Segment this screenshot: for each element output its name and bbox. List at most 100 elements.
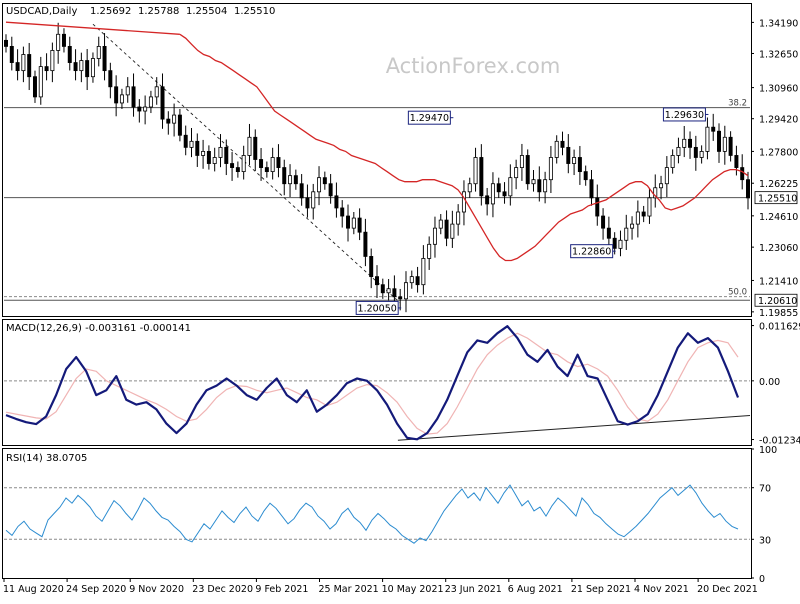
candle-body [746,179,750,199]
candle-body [9,46,14,63]
candle-body [560,140,565,148]
level-value-box [754,191,798,205]
x-tick-label: 21 Sep 2021 [571,584,631,595]
candle-body [143,106,148,112]
macd-y-axis: 0.011629 0.00 -0.012348 [751,322,800,447]
candle-body [456,211,461,225]
candle-body [328,183,333,197]
candle-body [340,207,345,217]
candle-body [467,183,472,193]
candle-body [572,157,577,164]
candle-body [606,227,611,239]
macd-panel-frame [2,319,752,446]
candle-body [172,114,177,124]
candlestick-series [4,22,750,313]
candle-body [688,138,693,148]
rsi-series [5,484,739,544]
price-y-tick-label: 1.32650 [759,49,798,60]
candle-body [4,39,8,47]
macd-series [5,325,740,441]
moving-average-line [179,33,749,262]
candle-body [641,211,646,217]
candle-body [398,296,403,300]
macd-title: MACD(12,26,9) -0.003161 -0.000141 [6,323,191,334]
candle-body [334,195,339,209]
candle-body [635,211,640,225]
candle-body [444,219,449,239]
x-axis: 11 Aug 2020 24 Sep 2020 9 Nov 2020 23 Dec 2… [3,578,758,595]
candle-body [450,223,455,239]
candle-body [647,197,652,217]
candle-body [519,155,524,168]
candle-body [630,223,635,229]
rsi-y-tick-label: 0 [759,574,765,585]
candle-body [357,217,362,233]
price-y-tick-label: 1.30960 [759,84,798,95]
candle-body [427,243,432,259]
macd-y-tick-label: 0.011629 [759,322,800,333]
annotation-label: 1.20050 [358,303,397,314]
candle-body [502,191,507,197]
candle-body [137,106,142,112]
candle-body [114,86,119,104]
candle-body [38,66,43,98]
candle-body [624,227,629,241]
candle-body [90,58,95,78]
candle-body [96,46,101,59]
candle-body [734,155,739,168]
fibonacci-level-label: 38.2 [728,99,747,109]
ohlc-close: 1.25510 [234,6,275,17]
x-tick-label: 9 Nov 2020 [129,584,184,595]
x-tick-label: 25 Mar 2021 [319,584,379,595]
candle-body [479,157,484,197]
price-y-tick-label: 1.34190 [759,18,798,29]
price-y-tick-label: 1.26225 [759,179,798,190]
candle-body [543,179,548,193]
candle-body [21,54,26,72]
watermark: ActionForex.com [386,54,561,78]
candle-body [514,167,519,179]
candle-body [125,86,130,96]
candle-body [392,288,397,298]
candle-body [50,50,55,72]
candle-body [195,140,200,156]
candle-body [711,126,716,132]
price-y-tick-label: 1.27800 [759,147,798,158]
ohlc-open: 1.25692 [90,6,131,17]
candle-body [421,258,426,286]
candle-body [108,70,113,88]
x-tick-label: 23 Jun 2021 [445,584,502,595]
x-tick-label: 4 Nov 2021 [634,584,689,595]
level-value-label: 1.25510 [758,194,797,205]
rsi-y-tick-label: 70 [759,484,771,495]
candle-body [432,227,437,245]
candle-body [612,237,617,249]
candle-body [583,171,588,181]
candle-body [722,136,727,152]
candle-body [554,140,559,158]
candle-body [589,179,594,199]
candle-body [386,288,391,294]
annotation-label: 1.29470 [410,113,449,124]
candle-body [653,187,658,199]
candle-body [276,157,281,168]
candle-body [409,276,414,284]
annotation-box [407,110,451,125]
candle-body [15,62,20,72]
candle-body [160,86,165,120]
candle-body [224,146,229,164]
candle-body [218,146,223,158]
candle-body [595,197,600,217]
level-value-box [754,293,798,307]
candle-body [235,167,240,173]
candle-body [73,62,78,72]
price-y-tick-label: 1.29420 [759,115,798,126]
candle-body [322,177,327,185]
candle-body [119,94,124,104]
candle-body [148,96,153,108]
candle-body [531,179,536,185]
candle-body [490,183,495,205]
annotation-box [570,244,614,259]
x-tick-label: 6 Aug 2021 [508,584,563,595]
